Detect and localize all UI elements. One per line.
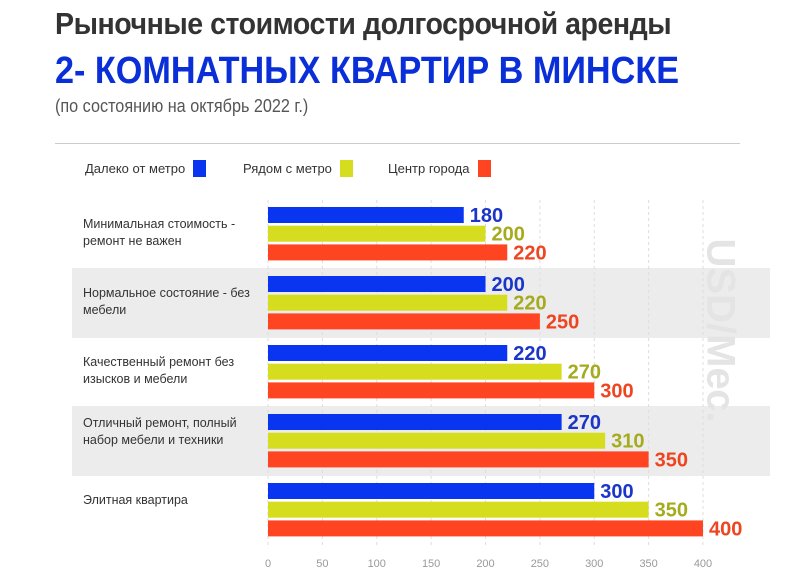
legend-swatch [477,160,491,177]
subtitle: (по состоянию на октябрь 2022 г.) [55,96,309,116]
bar [268,432,606,449]
legend-swatch [339,160,353,177]
bar [268,414,562,430]
x-tick-label: 150 [422,558,440,570]
bar-value-label: 270 [568,362,601,384]
category-label: Отличный ремонт, полный набор мебели и т… [83,415,237,447]
legend-label: Центр города [388,161,470,176]
divider [55,143,740,144]
bar [268,483,595,499]
legend-label: Рядом с метро [243,161,332,176]
category-label: Минимальная стоимость - ремонт не важен [83,217,236,248]
title-line1: Рыночные стоимости долгосрочной аренды [55,6,672,41]
bar-value-label: 300 [600,481,633,503]
legend-item: Рядом с метро [243,160,353,177]
bar [268,313,540,330]
title-line2: 2- КОМНАТНЫХ КВАРТИР В МИНСКЕ [55,50,680,92]
bar [268,345,508,361]
x-tick-label: 400 [694,558,712,570]
bar [268,225,486,242]
x-tick-label: 200 [476,558,494,570]
x-tick-label: 100 [368,558,386,570]
bar-value-label: 220 [513,343,546,365]
bar-value-label: 350 [655,500,688,522]
legend-swatch [193,160,207,177]
x-tick-label: 300 [585,558,603,570]
bar [268,382,595,399]
x-tick-label: 50 [316,558,328,570]
x-tick-label: 0 [265,558,271,570]
legend-label: Далеко от метро [85,161,186,176]
bar-value-label: 270 [568,412,601,434]
bar-value-label: 200 [492,224,525,246]
bar [268,244,508,261]
bar [268,451,649,468]
bar [268,520,703,537]
bar-value-label: 180 [470,205,503,227]
bar [268,207,464,223]
bar-value-label: 300 [600,380,633,402]
bar-value-label: 250 [546,311,579,333]
x-tick-label: 250 [531,558,549,570]
legend-item: Далеко от метро [85,160,207,177]
bar-value-label: 220 [513,293,546,315]
bar-value-label: 310 [611,431,644,453]
category-label: Элитная квартира [83,493,188,507]
bar-value-label: 350 [655,449,688,471]
legend-item: Центр города [388,160,491,177]
category-label: Качественный ремонт без изысков и мебели [83,355,235,386]
x-tick-label: 350 [639,558,657,570]
bar [268,294,508,311]
bar [268,363,562,380]
category-label: Нормальное состояние - без мебели [83,286,250,317]
bar-value-label: 220 [513,242,546,264]
bar-value-label: 200 [492,274,525,296]
bar [268,276,486,292]
bar [268,501,649,518]
bar-value-label: 400 [709,518,742,540]
